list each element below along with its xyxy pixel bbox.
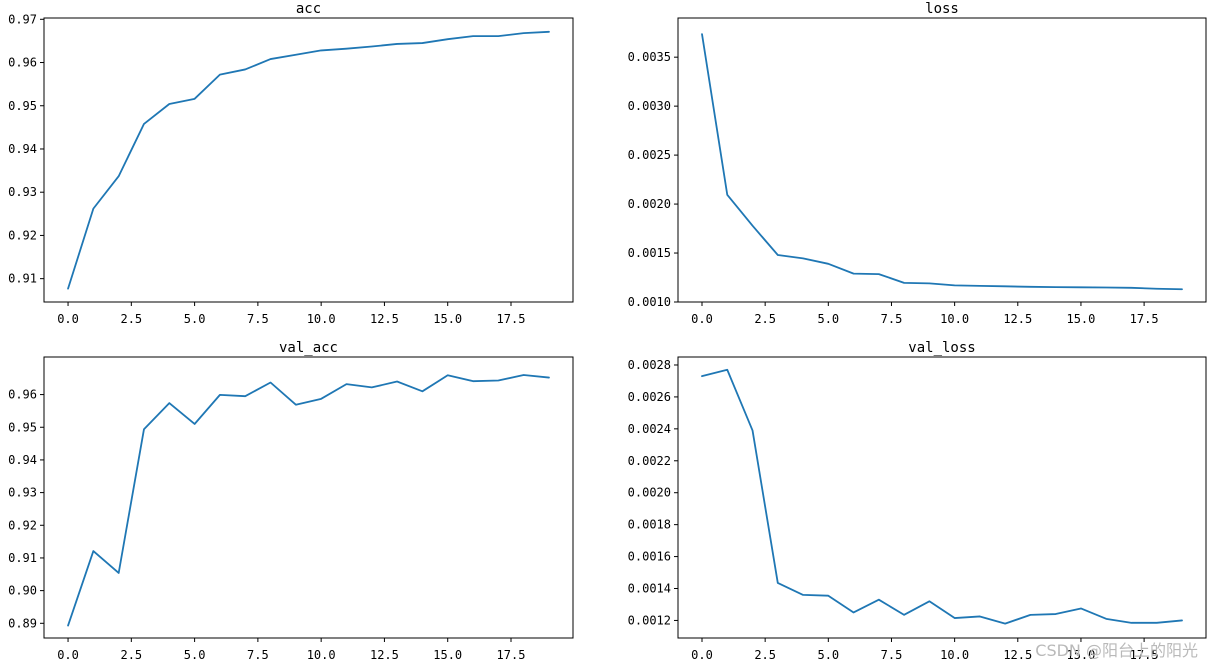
loss-xtick-label: 2.5 [754, 312, 776, 326]
val-loss-ytick-label: 0.0016 [628, 550, 671, 564]
val-acc-xtick-label: 5.0 [184, 648, 206, 662]
acc-series-line [67, 30, 550, 290]
val-acc-xtick-label: 0.0 [57, 648, 79, 662]
loss-xtick-label: 15.0 [1066, 312, 1095, 326]
val-acc-ytick-label: 0.92 [8, 518, 37, 532]
val-loss-xtick-label: 0.0 [691, 648, 713, 662]
val-loss-xtick-label: 2.5 [754, 648, 776, 662]
loss-xtick-label: 7.5 [881, 312, 903, 326]
val-acc-plot-frame [43, 356, 574, 639]
val-acc-ytick-label: 0.93 [8, 486, 37, 500]
subplot-acc: acc 0.0 2.5 5.0 7.5 10.0 12.5 15.0 17.5 0.91 0.92 0… [8, 1, 574, 326]
val-loss-series-line [701, 368, 1183, 625]
val-acc-xtick-label: 15.0 [433, 648, 462, 662]
val-loss-plot-frame [677, 356, 1207, 639]
val-acc-series-line [67, 374, 550, 627]
subplot-val-loss: val_loss 0.0 2.5 5.0 7.5 10.0 12.5 15.0 17.5 0.00… [628, 340, 1207, 662]
loss-ytick-label: 0.0015 [628, 246, 671, 260]
loss-ytick-label: 0.0020 [628, 197, 671, 211]
watermark-text: CSDN @阳台上的阳光 [1035, 641, 1198, 660]
val-loss-ytick-label: 0.0028 [628, 358, 671, 372]
loss-plot-frame [677, 17, 1207, 303]
val-acc-xtick-label: 10.0 [307, 648, 336, 662]
acc-title: acc [296, 1, 321, 17]
subplot-val-acc: val_acc 0.0 2.5 5.0 7.5 10.0 12.5 15.0 17.5 0.89 0… [8, 340, 574, 662]
val-loss-ytick-label: 0.0018 [628, 518, 671, 532]
val-acc-xtick-label: 7.5 [247, 648, 269, 662]
val-loss-ytick-label: 0.0020 [628, 486, 671, 500]
val-acc-ytick-label: 0.89 [8, 616, 37, 630]
val-acc-ytick-label: 0.91 [8, 551, 37, 565]
val-loss-xtick-label: 15.0 [1066, 648, 1095, 662]
val-loss-xtick-label: 10.0 [940, 648, 969, 662]
loss-xtick-label: 12.5 [1003, 312, 1032, 326]
acc-xtick-label: 7.5 [247, 312, 269, 326]
val-acc-ytick-label: 0.94 [8, 453, 37, 467]
subplot-loss: loss 0.0 2.5 5.0 7.5 10.0 12.5 15.0 17.5 0.0010 0.… [628, 1, 1207, 326]
loss-xtick-label: 10.0 [940, 312, 969, 326]
val-acc-ytick-label: 0.95 [8, 420, 37, 434]
loss-ytick-label: 0.0010 [628, 295, 671, 309]
acc-ytick-label: 0.96 [8, 56, 37, 70]
acc-xtick-label: 15.0 [433, 312, 462, 326]
val-loss-xtick-label: 7.5 [881, 648, 903, 662]
acc-xtick-label: 2.5 [120, 312, 142, 326]
val-loss-xtick-label: 12.5 [1003, 648, 1032, 662]
val-loss-xtick-label: 17.5 [1130, 648, 1159, 662]
acc-ytick-label: 0.93 [8, 185, 37, 199]
loss-ytick-label: 0.0035 [628, 50, 671, 64]
loss-title: loss [925, 1, 959, 17]
val-loss-title: val_loss [908, 340, 975, 356]
val-loss-ytick-label: 0.0014 [628, 582, 671, 596]
acc-ytick-label: 0.91 [8, 272, 37, 286]
loss-xtick-label: 5.0 [817, 312, 839, 326]
val-loss-ytick-label: 0.0022 [628, 454, 671, 468]
loss-xtick-label: 0.0 [691, 312, 713, 326]
acc-ytick-label: 0.94 [8, 142, 37, 156]
val-acc-xtick-label: 2.5 [120, 648, 142, 662]
acc-xtick-label: 0.0 [57, 312, 79, 326]
acc-xtick-label: 5.0 [184, 312, 206, 326]
val-loss-ytick-label: 0.0012 [628, 613, 671, 627]
val-acc-xtick-label: 17.5 [497, 648, 526, 662]
acc-xtick-label: 17.5 [497, 312, 526, 326]
val-acc-xtick-label: 12.5 [370, 648, 399, 662]
loss-xtick-label: 17.5 [1130, 312, 1159, 326]
val-acc-ytick-label: 0.96 [8, 388, 37, 402]
acc-ytick-label: 0.97 [8, 12, 37, 26]
acc-xtick-label: 10.0 [307, 312, 336, 326]
loss-ytick-label: 0.0025 [628, 148, 671, 162]
acc-ytick-label: 0.92 [8, 228, 37, 242]
val-loss-ytick-label: 0.0024 [628, 422, 671, 436]
val-acc-title: val_acc [279, 340, 338, 356]
acc-ytick-label: 0.95 [8, 99, 37, 113]
val-loss-xtick-label: 5.0 [817, 648, 839, 662]
loss-series-line [701, 33, 1183, 291]
acc-xtick-label: 12.5 [370, 312, 399, 326]
val-acc-ytick-label: 0.90 [8, 584, 37, 598]
acc-plot-frame [43, 17, 574, 303]
val-loss-ytick-label: 0.0026 [628, 390, 671, 404]
loss-ytick-label: 0.0030 [628, 99, 671, 113]
